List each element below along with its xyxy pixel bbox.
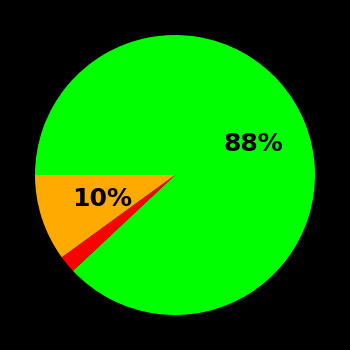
Wedge shape (35, 35, 315, 315)
Wedge shape (62, 175, 175, 271)
Text: 88%: 88% (223, 132, 283, 156)
Text: 10%: 10% (72, 187, 132, 211)
Wedge shape (35, 175, 175, 257)
